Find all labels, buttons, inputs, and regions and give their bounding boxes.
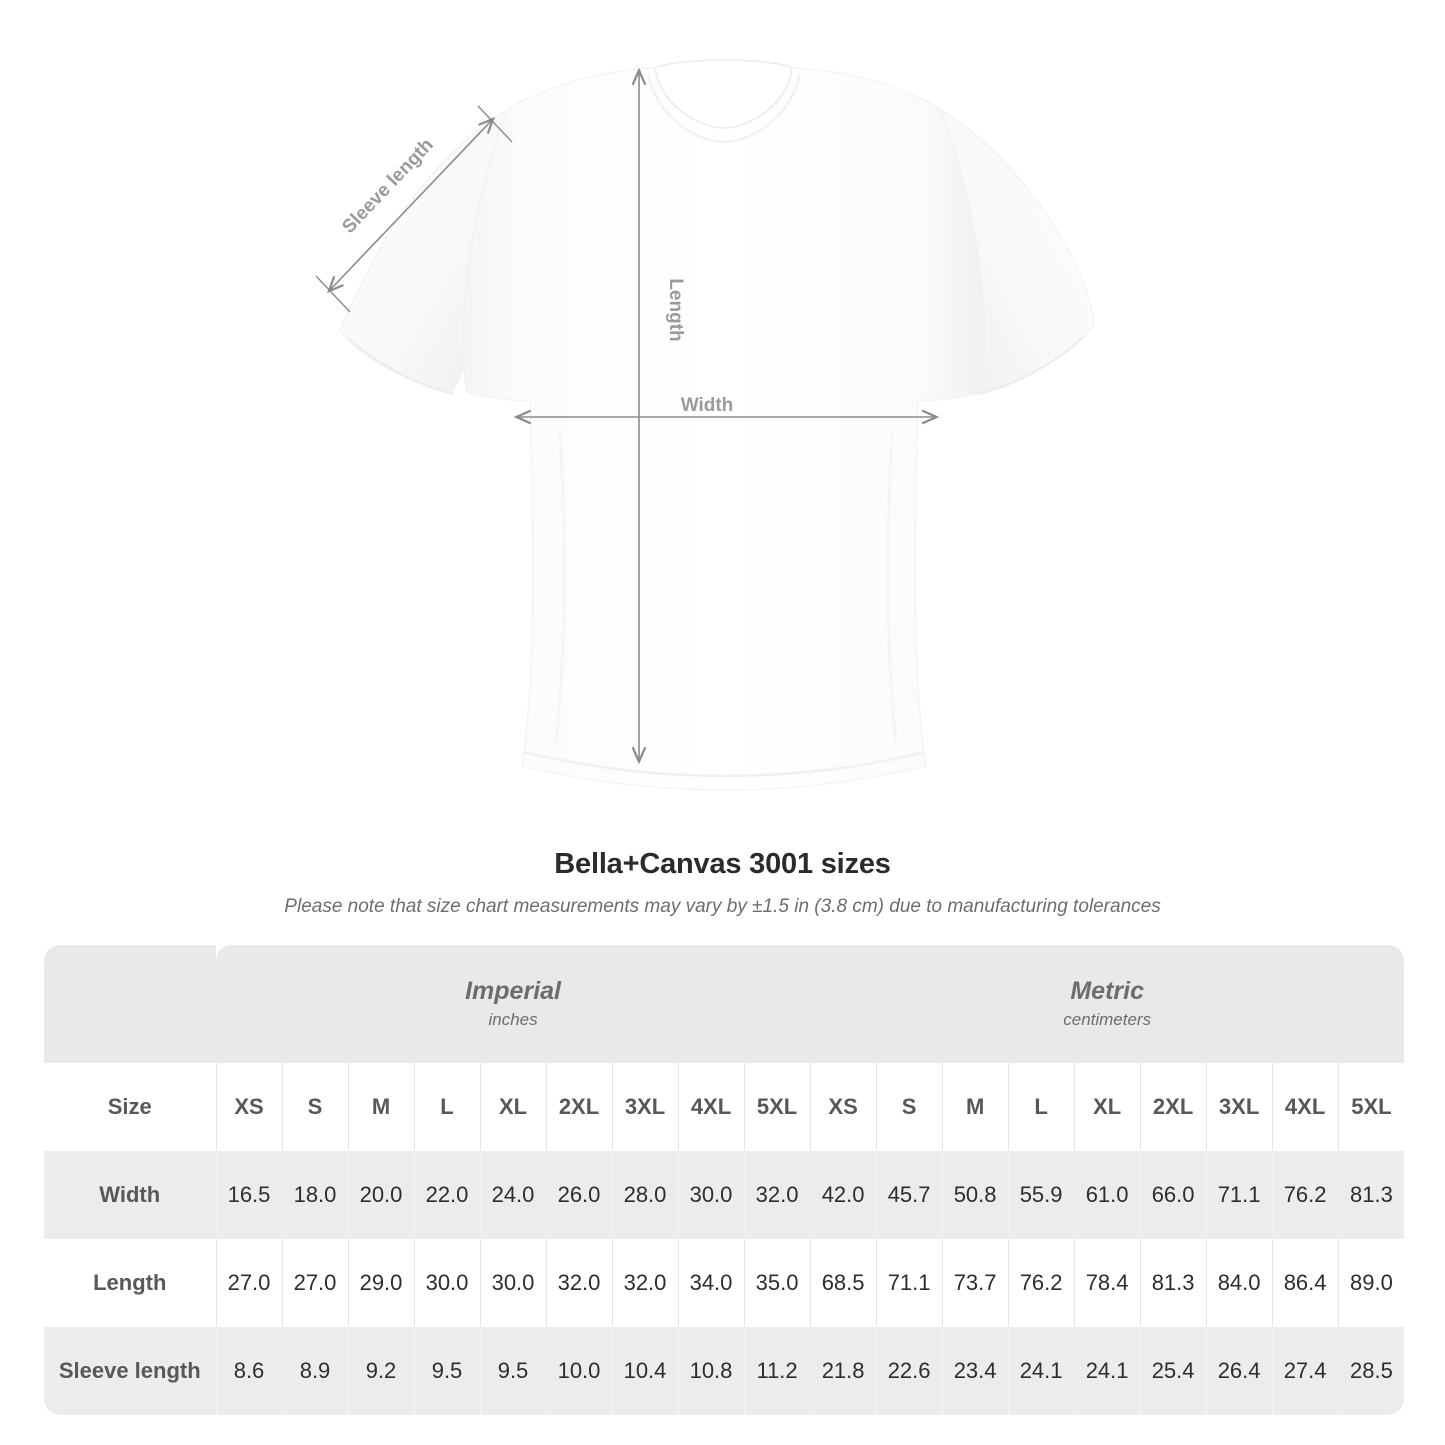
cell-sleeve-2xl-metric: 25.4 (1139, 1327, 1207, 1415)
size-col-xs-metric: XS (809, 1063, 877, 1151)
cell-width-2xl-imperial: 26.0 (545, 1151, 612, 1239)
table-row: Width 16.5 18.0 20.0 22.0 24.0 26.0 28.0… (44, 1151, 1405, 1239)
size-col-m-metric: M (941, 1063, 1009, 1151)
size-col-4xl-imperial: 4XL (677, 1063, 744, 1151)
length-label: Length (665, 278, 686, 341)
unit-name-metric-label: centimeters (1063, 1009, 1152, 1029)
cell-width-4xl-metric: 76.2 (1271, 1151, 1339, 1239)
cell-width-5xl-metric: 81.3 (1337, 1151, 1405, 1239)
cell-length-4xl-imperial: 34.0 (677, 1239, 744, 1327)
cell-length-s-metric: 71.1 (875, 1239, 943, 1327)
cell-width-m-metric: 50.8 (941, 1151, 1009, 1239)
cell-width-s-metric: 45.7 (875, 1151, 943, 1239)
row-label-sleeve-length: Sleeve length (58, 1358, 201, 1383)
cell-length-5xl-imperial: 35.0 (743, 1239, 811, 1327)
row-label-width: Width (99, 1182, 161, 1207)
unit-system-metric-label: Metric (1070, 976, 1144, 1005)
cell-sleeve-m-imperial: 9.2 (347, 1327, 414, 1415)
cell-width-3xl-imperial: 28.0 (611, 1151, 678, 1239)
size-col-l-metric: L (1007, 1063, 1075, 1151)
unit-band-imperial: Imperial inches (216, 945, 811, 1063)
cell-sleeve-xs-metric: 21.8 (809, 1327, 877, 1415)
cell-length-xs-imperial: 27.0 (215, 1239, 282, 1327)
cell-width-xs-metric: 42.0 (809, 1151, 877, 1239)
cell-width-xs-imperial: 16.5 (215, 1151, 282, 1239)
size-header-row: Size XS S M L XL 2XL 3XL 4XL 5XL XS S M … (44, 1063, 1405, 1151)
size-col-xl-metric: XL (1073, 1063, 1141, 1151)
size-col-s-metric: S (875, 1063, 943, 1151)
cell-sleeve-m-metric: 23.4 (941, 1327, 1009, 1415)
size-col-xl-imperial: XL (479, 1063, 546, 1151)
cell-length-m-metric: 73.7 (941, 1239, 1009, 1327)
cell-sleeve-xs-imperial: 8.6 (215, 1327, 282, 1415)
cell-length-4xl-metric: 86.4 (1271, 1239, 1339, 1327)
cell-sleeve-5xl-metric: 28.5 (1337, 1327, 1405, 1415)
cell-width-l-imperial: 22.0 (413, 1151, 480, 1239)
page-title: Bella+Canvas 3001 sizes (554, 848, 891, 880)
size-col-4xl-metric: 4XL (1271, 1063, 1339, 1151)
row-label-length: Length (93, 1270, 167, 1295)
cell-length-3xl-metric: 84.0 (1205, 1239, 1273, 1327)
size-col-m-imperial: M (347, 1063, 414, 1151)
cell-length-2xl-imperial: 32.0 (545, 1239, 612, 1327)
cell-length-5xl-metric: 89.0 (1337, 1239, 1405, 1327)
cell-sleeve-l-metric: 24.1 (1007, 1327, 1075, 1415)
cell-length-xl-metric: 78.4 (1073, 1239, 1141, 1327)
cell-width-l-metric: 55.9 (1007, 1151, 1075, 1239)
cell-width-4xl-imperial: 30.0 (677, 1151, 744, 1239)
size-col-3xl-metric: 3XL (1205, 1063, 1273, 1151)
unit-system-imperial-label: Imperial (465, 976, 561, 1005)
cell-length-l-imperial: 30.0 (413, 1239, 480, 1327)
tshirt-body (339, 59, 1094, 791)
unit-name-imperial-label: inches (488, 1009, 538, 1029)
size-col-3xl-imperial: 3XL (611, 1063, 678, 1151)
size-col-s-imperial: S (281, 1063, 348, 1151)
size-col-l-imperial: L (413, 1063, 480, 1151)
size-col-5xl-imperial: 5XL (743, 1063, 811, 1151)
cell-width-m-imperial: 20.0 (347, 1151, 414, 1239)
cell-sleeve-xl-imperial: 9.5 (479, 1327, 546, 1415)
size-chart-table: Imperial inches Metric centimeters Size … (44, 945, 1405, 1415)
unit-system-row: Imperial inches Metric centimeters (44, 945, 1405, 1063)
tshirt-illustration: Length Width Sleeve length (315, 59, 1094, 791)
cell-sleeve-4xl-imperial: 10.8 (677, 1327, 744, 1415)
cell-sleeve-2xl-imperial: 10.0 (545, 1327, 612, 1415)
cell-sleeve-xl-metric: 24.1 (1073, 1327, 1141, 1415)
size-col-2xl-imperial: 2XL (545, 1063, 612, 1151)
cell-sleeve-3xl-imperial: 10.4 (611, 1327, 678, 1415)
cell-length-2xl-metric: 81.3 (1139, 1239, 1207, 1327)
table-row: Sleeve length 8.6 8.9 9.2 9.5 9.5 10.0 1… (44, 1327, 1405, 1415)
cell-length-xl-imperial: 30.0 (479, 1239, 546, 1327)
size-col-xs-imperial: XS (215, 1063, 282, 1151)
cell-width-xl-imperial: 24.0 (479, 1151, 546, 1239)
cell-length-s-imperial: 27.0 (281, 1239, 348, 1327)
size-col-2xl-metric: 2XL (1139, 1063, 1207, 1151)
cell-sleeve-l-imperial: 9.5 (413, 1327, 480, 1415)
unit-band-metric: Metric centimeters (810, 945, 1405, 1063)
cell-length-l-metric: 76.2 (1007, 1239, 1075, 1327)
unit-band-spacer (44, 945, 216, 1063)
cell-sleeve-s-imperial: 8.9 (281, 1327, 348, 1415)
cell-length-xs-metric: 68.5 (809, 1239, 877, 1327)
table-corner-label: Size (107, 1094, 152, 1119)
cell-width-5xl-imperial: 32.0 (743, 1151, 811, 1239)
sleeve-length-measure-arrow (315, 105, 513, 313)
width-label: Width (681, 395, 734, 416)
cell-length-m-imperial: 29.0 (347, 1239, 414, 1327)
cell-sleeve-s-metric: 22.6 (875, 1327, 943, 1415)
cell-length-3xl-imperial: 32.0 (611, 1239, 678, 1327)
cell-width-3xl-metric: 71.1 (1205, 1151, 1273, 1239)
cell-width-xl-metric: 61.0 (1073, 1151, 1141, 1239)
cell-width-s-imperial: 18.0 (281, 1151, 348, 1239)
size-col-5xl-metric: 5XL (1337, 1063, 1405, 1151)
cell-sleeve-4xl-metric: 27.4 (1271, 1327, 1339, 1415)
tolerance-note: Please note that size chart measurements… (284, 896, 1161, 917)
cell-sleeve-5xl-imperial: 11.2 (743, 1327, 811, 1415)
cell-sleeve-3xl-metric: 26.4 (1205, 1327, 1273, 1415)
table-row: Length 27.0 27.0 29.0 30.0 30.0 32.0 32.… (44, 1239, 1405, 1327)
cell-width-2xl-metric: 66.0 (1139, 1151, 1207, 1239)
